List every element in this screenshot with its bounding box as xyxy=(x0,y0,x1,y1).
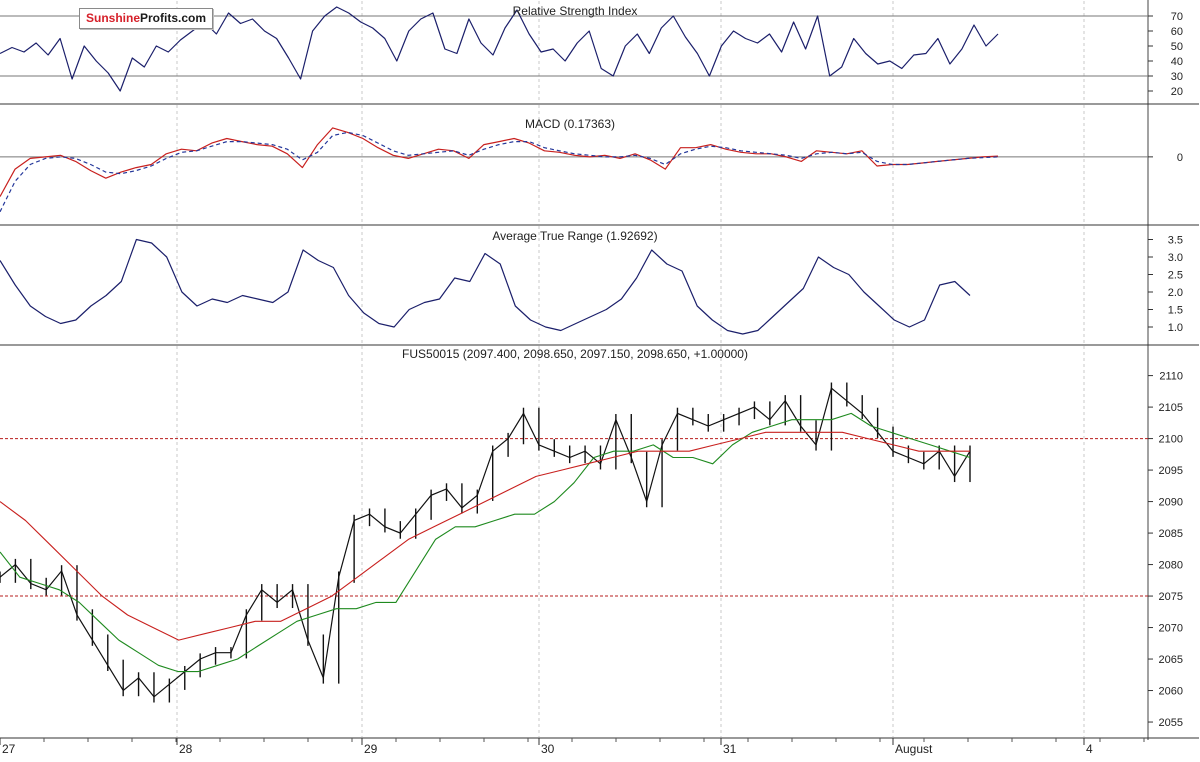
x-tick-label: August xyxy=(895,742,933,756)
rsi-y-tick-label: 30 xyxy=(1171,71,1183,83)
price-fast-average xyxy=(0,412,971,673)
atr-y-tick-label: 2.0 xyxy=(1168,287,1183,299)
rsi-y-tick-label: 40 xyxy=(1171,56,1183,68)
price-y-tick-label: 2100 xyxy=(1159,434,1183,446)
rsi-panel-title: Relative Strength Index xyxy=(513,4,638,18)
price-panel-title: FUS50015 (2097.400, 2098.650, 2097.150, … xyxy=(402,347,748,361)
atr-y-tick-label: 3.0 xyxy=(1168,252,1183,264)
macd-panel-title: MACD (0.17363) xyxy=(525,117,615,131)
x-tick-label: 31 xyxy=(723,742,737,756)
x-tick-label: 29 xyxy=(364,742,378,756)
sunshine-profits-logo: SunshineProfits.com xyxy=(79,8,213,29)
rsi-y-tick-label: 20 xyxy=(1171,86,1183,98)
atr-panel-title: Average True Range (1.92692) xyxy=(492,229,657,243)
rsi-y-tick-label: 60 xyxy=(1171,26,1183,38)
price-y-tick-label: 2105 xyxy=(1159,402,1183,414)
price-y-tick-label: 2070 xyxy=(1159,623,1183,635)
x-tick-label: 27 xyxy=(2,742,16,756)
logo-part-1: Sunshine xyxy=(85,11,140,25)
price-y-tick-label: 2090 xyxy=(1159,497,1183,509)
atr-y-tick-label: 2.5 xyxy=(1168,270,1183,282)
rsi-y-tick-label: 50 xyxy=(1171,41,1183,53)
price-y-tick-label: 2065 xyxy=(1159,654,1183,666)
price-y-tick-label: 2110 xyxy=(1159,371,1183,383)
macd-signal-line xyxy=(0,131,999,213)
price-y-tick-label: 2055 xyxy=(1159,717,1183,729)
price-y-tick-label: 2080 xyxy=(1159,560,1183,572)
price-y-tick-label: 2085 xyxy=(1159,528,1183,540)
atr-y-tick-label: 1.0 xyxy=(1168,322,1183,334)
atr-y-tick-label: 1.5 xyxy=(1168,305,1183,317)
price-line xyxy=(0,387,971,698)
price-y-tick-label: 2095 xyxy=(1159,465,1183,477)
atr-y-tick-label: 3.5 xyxy=(1168,235,1183,247)
price-y-tick-label: 2060 xyxy=(1159,686,1183,698)
x-tick-label: 30 xyxy=(541,742,555,756)
atr-line xyxy=(0,238,971,335)
x-tick-label: 28 xyxy=(179,742,193,756)
price-y-tick-label: 2075 xyxy=(1159,591,1183,603)
rsi-line xyxy=(0,6,999,92)
x-tick-label: 4 xyxy=(1086,742,1093,756)
price-slow-average xyxy=(0,431,970,641)
rsi-y-tick-label: 70 xyxy=(1171,11,1183,23)
macd-y-tick-label: 0 xyxy=(1177,152,1183,164)
logo-part-2: Profits.com xyxy=(140,11,207,25)
